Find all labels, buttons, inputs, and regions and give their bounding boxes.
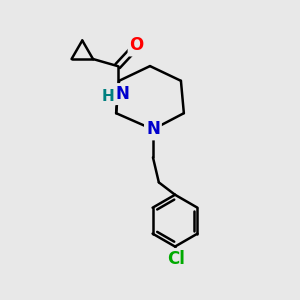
Text: O: O <box>130 37 144 55</box>
Text: N: N <box>115 85 129 103</box>
Text: H: H <box>102 88 115 104</box>
Text: Cl: Cl <box>168 250 185 268</box>
Text: N: N <box>146 120 160 138</box>
